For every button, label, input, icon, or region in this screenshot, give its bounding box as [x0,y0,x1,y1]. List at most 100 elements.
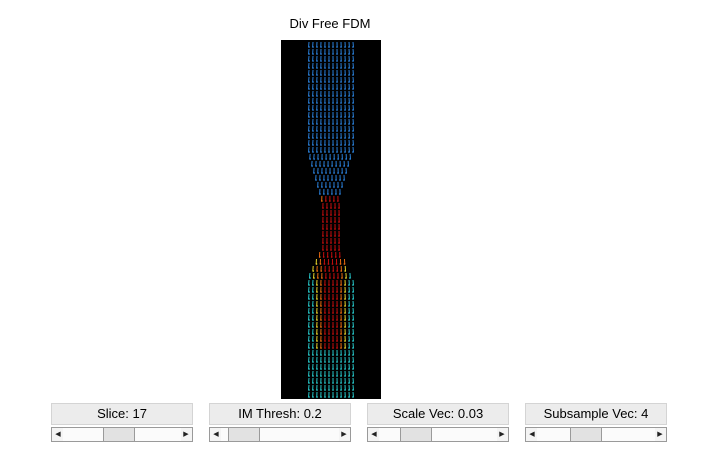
flow-vector-head [340,340,342,342]
flow-vector-head [340,354,342,356]
flow-vector-head [311,165,313,167]
flow-vector-head [324,144,326,146]
flow-vector-head [333,158,336,160]
flow-vector-head [316,116,318,118]
flow-vector-head [344,116,346,118]
slider-thumb[interactable] [228,428,260,441]
flow-vector-head [352,88,354,90]
flow-vector-head [320,123,322,125]
slider-thumb[interactable] [400,428,432,441]
slider-right-arrow-icon[interactable]: ▶ [499,431,505,438]
flow-vector-head [332,109,334,111]
scale-vec-slider[interactable]: ◀ ▶ [367,427,509,442]
flow-vector-head [338,221,340,223]
flow-vector-head [326,249,328,251]
flow-vector-head [312,123,314,125]
flow-vector-head [333,186,335,188]
flow-vector-head [348,326,350,328]
flow-vector-head [344,123,346,125]
slider-left-arrow-icon[interactable]: ◀ [371,431,377,438]
flow-vector-head [332,312,334,314]
flow-vector-head [324,305,326,307]
flow-vector-head [334,256,337,258]
flow-vector-head [352,319,354,321]
slider-left-arrow-icon[interactable]: ◀ [55,431,61,438]
flow-vector-head [308,396,310,398]
flow-vector-head [320,382,322,384]
flow-vector-head [320,375,322,377]
flow-vector-head [328,368,330,370]
flow-vector-head [344,319,346,321]
flow-vector-head [317,186,319,188]
flow-vector-head [338,207,340,209]
im-thresh-slider[interactable]: ◀ ▶ [209,427,351,442]
flow-vector-head [340,284,342,286]
flow-vector-head [348,144,350,146]
flow-vector-head [316,46,318,48]
slider-right-arrow-icon[interactable]: ▶ [183,431,189,438]
flow-vector-head [328,151,330,153]
flow-vector-head [316,81,318,83]
flow-vector-head [312,368,314,370]
flow-vector-head [325,186,327,188]
flow-vector-head [352,333,354,335]
flow-vector-head [324,396,326,398]
flow-vector-head [322,207,324,209]
flow-vector-head [328,60,330,62]
flow-vector-head [316,67,318,69]
flow-vector-head [324,81,326,83]
flow-vector-head [340,81,342,83]
flow-vector-head [348,88,350,90]
flow-vector-head [328,116,330,118]
flow-vector-head [328,340,330,342]
flow-vector-head [348,389,350,391]
flow-vector-head [324,46,326,48]
flow-vector-head [308,102,310,104]
slider-left-arrow-icon[interactable]: ◀ [213,431,219,438]
flow-vector-head [352,53,354,55]
flow-vector-head [328,361,330,363]
flow-vector-head [326,235,328,237]
slice-slider[interactable]: ◀ ▶ [51,427,193,442]
flow-vector-head [336,95,338,97]
flow-vector-head [340,319,342,321]
flow-vector-head [344,396,346,398]
subsample-vec-slider[interactable]: ◀ ▶ [525,427,667,442]
flow-vector-head [316,144,318,146]
flow-vector-head [324,312,326,314]
flow-vector-head [312,375,314,377]
flow-vector-head [336,102,338,104]
flow-vector-head [312,319,314,321]
flow-vector-head [343,263,346,265]
slider-left-arrow-icon[interactable]: ◀ [529,431,535,438]
flow-vector-head [345,172,347,174]
flow-vector-head [320,151,322,153]
flow-vector-head [308,354,310,356]
flow-vector-head [312,67,314,69]
slider-thumb[interactable] [570,428,602,441]
flow-vector-head [352,291,354,293]
flow-vector-head [324,95,326,97]
flow-vector-head [344,382,346,384]
flow-vector-head [348,291,350,293]
flow-vector-head [348,333,350,335]
slider-right-arrow-icon[interactable]: ▶ [657,431,663,438]
slider-thumb[interactable] [103,428,135,441]
flow-vector-head [328,333,330,335]
flow-vector-head [316,74,318,76]
flow-vector-head [326,207,328,209]
flow-vector-head [336,333,338,335]
flow-vector-head [336,368,338,370]
flow-vector-head [334,207,336,209]
flow-vector-head [313,158,316,160]
flow-vector-head [328,347,330,349]
flow-vector-head [321,158,324,160]
flow-vector-head [336,270,339,272]
flow-vector-head [316,347,318,349]
flow-vector-head [334,235,336,237]
slider-right-arrow-icon[interactable]: ▶ [341,431,347,438]
flow-vector-head [344,291,346,293]
flow-vector-head [332,298,334,300]
flow-vector-head [332,102,334,104]
flow-vector-head [335,165,337,167]
